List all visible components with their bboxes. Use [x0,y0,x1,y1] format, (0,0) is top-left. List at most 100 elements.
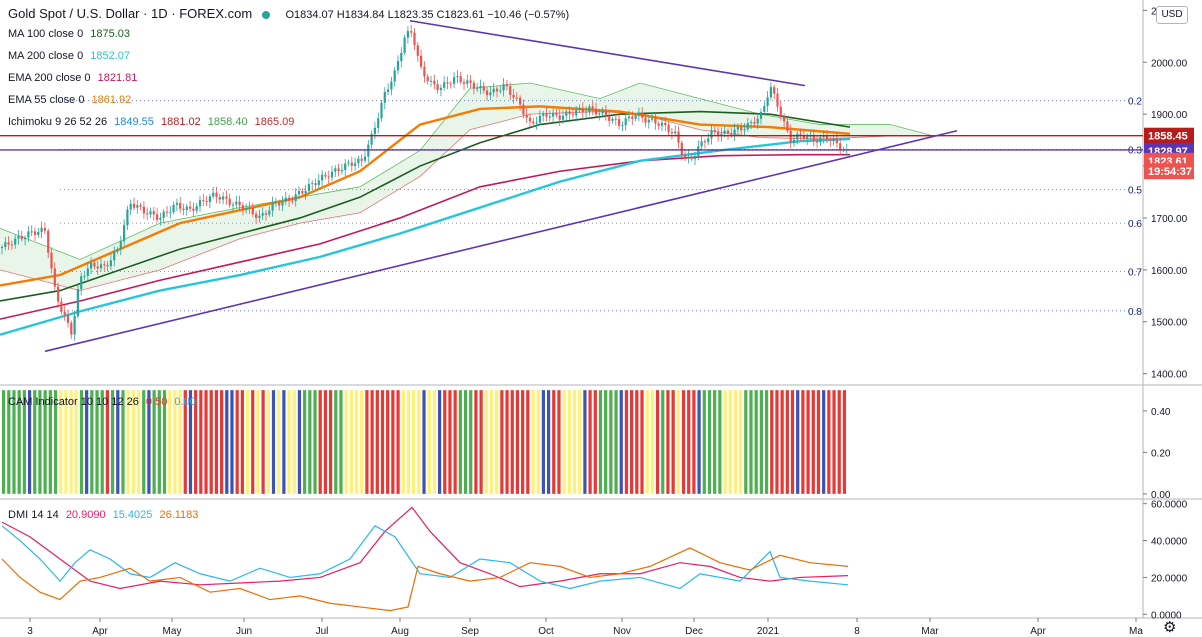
candle-body [347,162,350,164]
candle-body [363,156,367,161]
candle-body [469,80,472,83]
candle-body [103,264,106,266]
candle-body [413,32,416,46]
candle-body [274,202,277,204]
cam-bar [121,390,125,494]
cam-bar [349,390,353,494]
cam-bar [427,390,431,494]
symbol-title[interactable]: Gold Spot / U.S. Dollar · 1D · FOREX.com [8,6,253,21]
cam-bar [697,390,701,494]
candle-body [654,118,657,124]
candle-body [743,129,746,131]
candle-body [106,265,109,267]
cam-bar [692,390,696,494]
candle-body [390,81,393,90]
fibonacci-level-label: 0.3 [1128,145,1142,156]
cam-bar [328,390,333,494]
cam-bar [702,390,706,494]
candle-body [47,230,50,253]
cam-bar [790,390,795,494]
candle-body [812,135,815,141]
cam-bar [531,390,535,494]
currency-badge[interactable]: USD [1156,6,1188,24]
cam-bar [334,390,338,494]
candle-body [591,106,594,109]
candle-body [76,289,79,317]
legend-ma200[interactable]: MA 200 close 0 1852.07 [8,49,134,63]
cam-bar [152,390,156,494]
trendline [44,129,958,353]
candle-body [215,192,218,197]
cam-bar [744,390,748,494]
candle-body [231,204,235,206]
candle-body [83,275,86,277]
candle-body [373,127,376,135]
candle-body [832,138,835,141]
candle-body [136,205,139,208]
y-tick-label: 20.0000 [1151,573,1188,584]
cam-bar [235,390,239,494]
candle-body [281,201,284,206]
gear-icon[interactable]: ⚙ [1163,619,1177,636]
candle-body [449,83,452,85]
cam-bar [479,390,483,494]
candle-body [109,260,112,267]
legend-label: EMA 200 close 0 [8,72,91,84]
candle-body [311,183,314,185]
candle-body [330,171,334,178]
legend-dmi[interactable]: DMI 14 14 20.9090 15.4025 26.1183 [8,508,202,522]
candle-body [522,104,525,115]
cam-bar [801,390,805,494]
candle-body [142,206,145,214]
legend-ichimoku[interactable]: Ichimoku 9 26 52 26 1849.55 1881.02 1858… [8,115,298,129]
candle-body [641,113,644,118]
candle-body [519,97,522,105]
candle-body [175,202,178,205]
cam-bar [17,390,21,494]
candle-body [7,242,10,245]
cam-bar [666,390,670,494]
cam-bar [194,390,198,494]
candle-body [66,314,70,323]
legend-cam-indicator[interactable]: CAM Indicator 10 10 12 26 0.50 0.00 [8,395,200,409]
cam-bar [754,390,758,494]
cam-bar [619,390,623,494]
candle-body [456,76,459,78]
cam-bar [375,390,379,494]
cam-bar [500,390,504,494]
candle-body [631,116,634,119]
candle-body [169,212,172,214]
legend-ma100[interactable]: MA 100 close 0 1875.03 [8,27,134,41]
candle-body [255,214,258,218]
cam-bar [816,390,821,494]
candle-body [515,97,518,99]
x-tick-label: Sep [461,626,479,637]
candle-body [57,286,60,302]
legend-ema200[interactable]: EMA 200 close 0 1821.81 [8,71,141,85]
legend-value: 1861.92 [91,94,132,106]
cam-bar [489,390,494,494]
cam-bar [95,390,99,494]
cam-bar [707,390,712,494]
candle-body [208,196,211,203]
cam-bar [687,390,691,494]
cam-bar [136,390,141,494]
candle-body [123,225,126,242]
candle-body [192,208,195,211]
cam-bar [157,390,161,494]
y-tick-label: 0.00 [1151,490,1171,501]
candle-body [146,213,149,215]
legend-ema55[interactable]: EMA 55 close 0 1861.92 [8,93,135,107]
legend-value: 20.9090 [65,509,106,521]
candle-body [548,116,551,118]
cam-bar [661,390,665,494]
candle-body [839,143,842,150]
candle-body [756,118,759,124]
cam-bar [630,390,634,494]
candle-body [40,227,43,232]
candle-body [482,85,485,91]
candle-body [73,316,76,335]
cam-bar [593,390,597,494]
